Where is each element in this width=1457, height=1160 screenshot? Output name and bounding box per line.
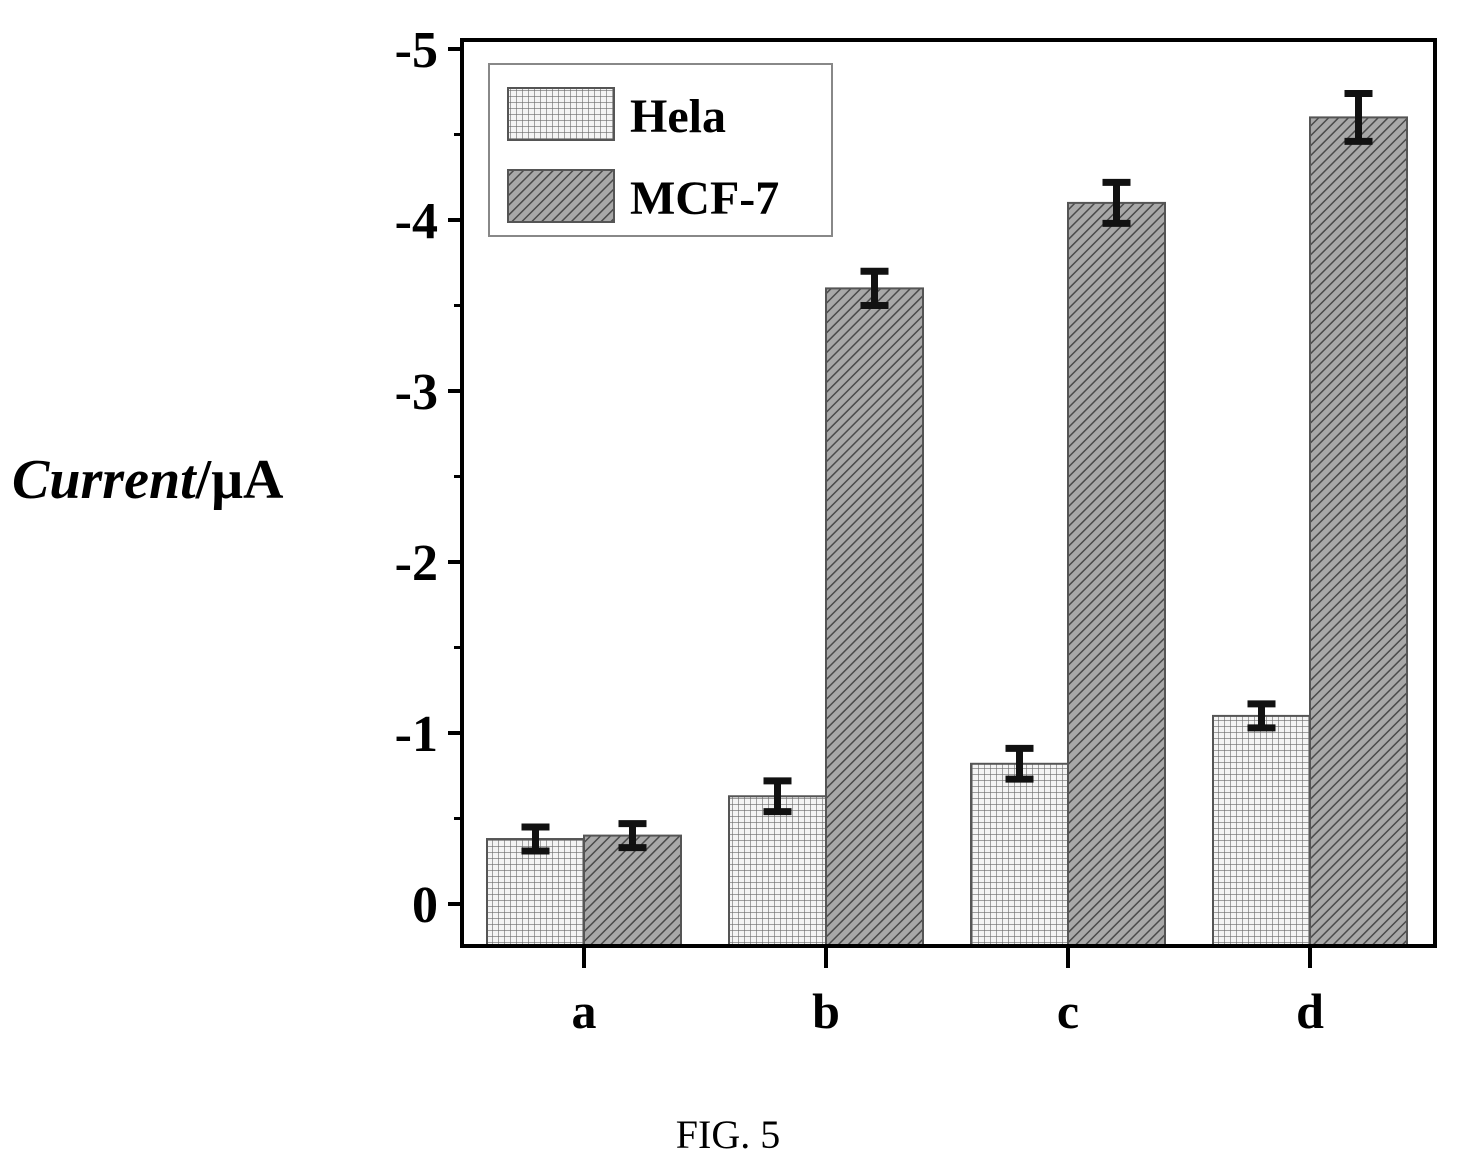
bar-hela-d: [1212, 714, 1311, 948]
x-tick-label-a: a: [572, 983, 597, 1039]
legend-label-hela: Hela: [630, 90, 726, 143]
plot-frame: [460, 38, 1437, 948]
bar-mcf7-a: [583, 834, 682, 947]
y-tick-label: -2: [395, 535, 438, 592]
error-bar-mcf7-c: [1102, 178, 1131, 227]
bar-mcf7-d: [1309, 116, 1408, 947]
error-bar-hela-b: [763, 777, 792, 816]
error-bar-hela-c: [1005, 744, 1034, 783]
y-tick-label: -5: [395, 22, 438, 79]
y-axis-label-main: Current: [12, 449, 197, 511]
error-bar-mcf7-b: [860, 267, 889, 309]
y-tick-label: -4: [395, 193, 438, 250]
y-axis-label: Current/μA: [12, 449, 284, 511]
y-tick-label: -1: [395, 706, 438, 763]
x-tick-label-b: b: [812, 983, 840, 1039]
y-axis-label-unit: /μA: [195, 449, 284, 511]
x-tick-label-c: c: [1057, 983, 1079, 1039]
y-tick-label: -3: [395, 364, 438, 421]
bar-hela-a: [486, 838, 585, 948]
legend-swatch-hela: [507, 87, 615, 141]
bar-hela-b: [728, 795, 827, 948]
bars-layer: [486, 116, 1408, 948]
error-bar-mcf7-a: [618, 820, 647, 852]
legend: Hela MCF-7: [488, 63, 833, 237]
legend-label-mcf7: MCF-7: [630, 172, 779, 225]
error-bars-layer: [521, 89, 1373, 855]
bar-mcf7-b: [825, 287, 924, 947]
legend-swatch-mcf7: [507, 169, 615, 223]
error-bar-hela-a: [521, 823, 550, 855]
x-tick-label-d: d: [1296, 983, 1324, 1039]
y-tick-label: 0: [412, 877, 438, 934]
bar-mcf7-c: [1067, 201, 1166, 947]
error-bar-mcf7-d: [1344, 89, 1373, 145]
bar-hela-c: [970, 762, 1069, 948]
figure-caption: FIG. 5: [676, 1112, 780, 1157]
x-axis-ticks: a b c d: [572, 946, 1324, 1039]
y-axis-ticks: 0 -1 -2 -3 -4 -5: [395, 22, 462, 934]
error-bar-hela-d: [1247, 700, 1276, 732]
